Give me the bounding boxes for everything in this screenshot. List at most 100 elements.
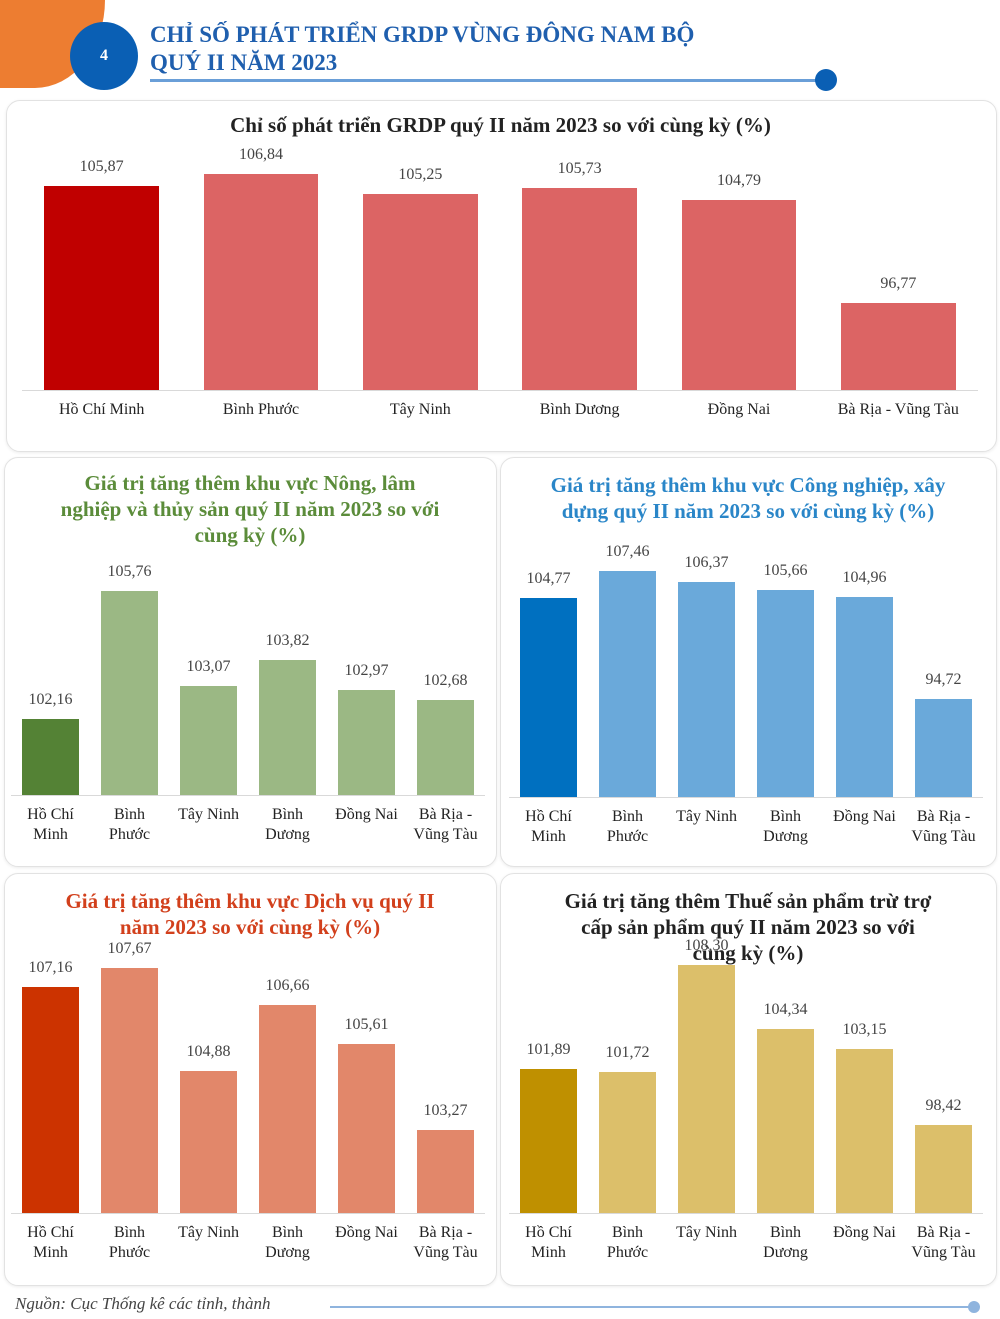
- category-label: Hồ Chí Minh: [525, 808, 572, 845]
- category-label: Bình Phước: [606, 808, 649, 845]
- bar: [915, 1125, 972, 1213]
- bar: [915, 699, 972, 797]
- category-label: Hồ Chí Minh: [58, 401, 145, 418]
- baseline: [22, 390, 978, 391]
- value-label: 108,30: [684, 937, 729, 955]
- value-label: 105,76: [107, 563, 152, 581]
- value-label: 104,77: [526, 570, 571, 588]
- bar: [44, 186, 160, 390]
- bar: [338, 1043, 395, 1213]
- header-rule: [150, 79, 826, 82]
- category-label: Bà Rịa - Vũng Tàu: [911, 808, 976, 845]
- bar: [417, 700, 474, 795]
- category-label: Tây Ninh: [676, 808, 737, 825]
- bar: [599, 571, 656, 797]
- category-label: Tây Ninh: [389, 401, 451, 418]
- bar: [840, 303, 956, 390]
- bar: [101, 591, 158, 795]
- value-label: 102,97: [344, 661, 389, 679]
- value-label: 102,16: [28, 690, 73, 708]
- value-label: 107,46: [605, 543, 650, 561]
- value-label: 104,96: [842, 568, 887, 586]
- bar: [757, 1029, 814, 1213]
- category-label: Đồng Nai: [833, 808, 896, 825]
- value-label: 105,87: [79, 158, 124, 176]
- value-label: 101,72: [605, 1043, 650, 1061]
- category-label: Đồng Nai: [335, 806, 398, 823]
- value-label: 104,88: [186, 1042, 231, 1060]
- category-label: Bình Dương: [763, 808, 808, 845]
- bar: [678, 582, 735, 797]
- header-title-line1: CHỈ SỐ PHÁT TRIỂN GRDP VÙNG ĐÔNG NAM BỘ: [150, 22, 695, 47]
- chart-title: Giá trị tăng thêm Thuế sản phẩm trừ trợ …: [564, 889, 932, 965]
- bar: [259, 1005, 316, 1213]
- category-label: Bình Dương: [539, 401, 620, 418]
- category-label: Bình Dương: [265, 1224, 310, 1261]
- category-label: Bình Dương: [763, 1224, 808, 1261]
- category-label: Đồng Nai: [707, 401, 771, 418]
- bar: [22, 718, 79, 795]
- bar: [101, 968, 158, 1213]
- category-label: Hồ Chí Minh: [525, 1224, 572, 1261]
- value-label: 94,72: [925, 671, 962, 689]
- value-label: 105,25: [398, 166, 443, 184]
- value-label: 104,79: [717, 172, 761, 190]
- value-label: 104,34: [763, 1001, 808, 1019]
- bar: [757, 589, 814, 797]
- value-label: 98,42: [925, 1097, 962, 1115]
- category-label: Hồ Chí Minh: [27, 806, 74, 843]
- value-label: 106,66: [265, 977, 310, 995]
- value-label: 103,27: [423, 1101, 468, 1119]
- baseline: [509, 1213, 983, 1214]
- bar: [836, 596, 893, 797]
- panel: [500, 873, 997, 1286]
- bar: [417, 1129, 474, 1213]
- category-label: Bà Rịa - Vũng Tàu: [911, 1224, 976, 1261]
- source-note: Nguồn: Cục Thống kê các tỉnh, thành: [15, 1294, 271, 1313]
- footer-dot: [968, 1301, 980, 1313]
- baseline: [509, 797, 983, 798]
- category-label: Bình Phước: [108, 1224, 151, 1261]
- baseline: [11, 795, 485, 796]
- value-label: 107,67: [107, 940, 152, 958]
- bar: [203, 173, 319, 390]
- category-label: Đồng Nai: [335, 1224, 398, 1241]
- category-label: Hồ Chí Minh: [27, 1224, 74, 1261]
- category-label: Tây Ninh: [178, 1224, 239, 1241]
- category-label: Bình Dương: [265, 806, 310, 843]
- category-label: Bà Rịa - Vũng Tàu: [413, 1224, 478, 1261]
- bar: [599, 1071, 656, 1213]
- header-dot: [815, 69, 837, 91]
- value-label: 105,61: [344, 1015, 389, 1033]
- chart-title: Giá trị tăng thêm khu vực Nông, lâm nghi…: [60, 471, 440, 547]
- baseline: [11, 1213, 485, 1214]
- bar: [22, 986, 79, 1213]
- value-label: 105,66: [763, 561, 808, 579]
- chart-title: Chỉ số phát triển GRDP quý II năm 2023 s…: [230, 113, 771, 137]
- bar: [259, 659, 316, 795]
- bar: [520, 1069, 577, 1213]
- value-label: 106,84: [239, 145, 283, 163]
- chart-title: Giá trị tăng thêm khu vực Dịch vụ quý II…: [65, 889, 435, 939]
- value-label: 103,07: [186, 658, 231, 676]
- value-label: 103,82: [265, 631, 310, 649]
- value-label: 101,89: [526, 1041, 571, 1059]
- page-number-badge: 4: [70, 22, 138, 90]
- category-label: Đồng Nai: [833, 1224, 896, 1241]
- panel: [4, 873, 497, 1286]
- footer-rule: [330, 1306, 975, 1308]
- header-title-line2: QUÝ II NĂM 2023: [150, 50, 338, 75]
- category-label: Bà Rịa - Vũng Tàu: [837, 401, 959, 418]
- panel: [6, 100, 997, 452]
- panel: [500, 457, 997, 867]
- panel: [4, 457, 497, 867]
- category-label: Tây Ninh: [178, 806, 239, 823]
- bar: [362, 194, 478, 390]
- value-label: 102,68: [423, 672, 468, 690]
- value-label: 107,16: [28, 958, 73, 976]
- category-label: Bà Rịa - Vũng Tàu: [413, 806, 478, 843]
- chart-title: Giá trị tăng thêm khu vực Công nghiệp, x…: [550, 473, 946, 523]
- bar: [180, 686, 237, 795]
- value-label: 103,15: [842, 1020, 887, 1038]
